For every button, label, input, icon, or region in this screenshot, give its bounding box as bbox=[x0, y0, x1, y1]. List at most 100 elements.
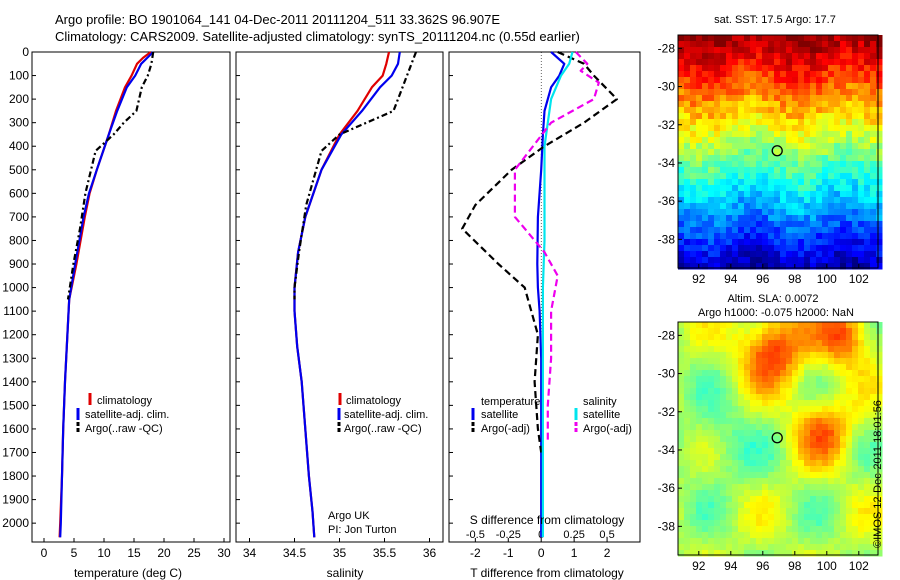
map-cell bbox=[744, 376, 751, 383]
map-cell bbox=[756, 400, 763, 407]
map-cell bbox=[816, 406, 823, 413]
map-cell bbox=[678, 496, 685, 503]
map-cell bbox=[834, 161, 841, 168]
map-cell bbox=[864, 484, 871, 491]
map-cell bbox=[828, 209, 835, 216]
map-cell bbox=[774, 35, 781, 42]
map-cell bbox=[858, 47, 865, 54]
map-cell bbox=[690, 472, 697, 479]
map-cell bbox=[684, 328, 691, 335]
map-cell bbox=[834, 71, 841, 78]
map-cell bbox=[840, 101, 847, 108]
map-cell bbox=[720, 107, 727, 114]
map-cell bbox=[858, 257, 865, 264]
map-cell bbox=[690, 550, 697, 557]
map-cell bbox=[876, 448, 883, 455]
map-cell bbox=[720, 47, 727, 54]
map-cell bbox=[810, 131, 817, 138]
map-cell bbox=[714, 526, 721, 533]
map-cell bbox=[870, 203, 877, 210]
map-cell bbox=[762, 41, 769, 48]
map-cell bbox=[702, 370, 709, 377]
map-cell bbox=[804, 466, 811, 473]
map-cell bbox=[678, 334, 685, 341]
map-cell bbox=[858, 35, 865, 42]
map-cell bbox=[792, 400, 799, 407]
map-cell bbox=[696, 161, 703, 168]
map-cell bbox=[750, 478, 757, 485]
x-tick-label: 20 bbox=[157, 546, 171, 560]
map-cell bbox=[696, 412, 703, 419]
map-cell bbox=[804, 388, 811, 395]
map-cell bbox=[858, 113, 865, 120]
map-cell bbox=[756, 107, 763, 114]
map-cell bbox=[792, 388, 799, 395]
map-cell bbox=[690, 107, 697, 114]
map-cell bbox=[684, 442, 691, 449]
map-cell bbox=[816, 448, 823, 455]
map-cell bbox=[816, 59, 823, 66]
map-cell bbox=[834, 472, 841, 479]
map-cell bbox=[678, 167, 685, 174]
map-cell bbox=[708, 430, 715, 437]
map-cell bbox=[858, 340, 865, 347]
map-cell bbox=[852, 358, 859, 365]
map-cell bbox=[714, 334, 721, 341]
map-cell bbox=[702, 328, 709, 335]
map-cell bbox=[744, 41, 751, 48]
map-cell bbox=[678, 35, 685, 42]
map-cell bbox=[822, 155, 829, 162]
map-cell bbox=[684, 526, 691, 533]
map-cell bbox=[828, 490, 835, 497]
map-cell bbox=[834, 364, 841, 371]
map-cell bbox=[678, 376, 685, 383]
map-cell bbox=[768, 53, 775, 60]
map-cell bbox=[864, 65, 871, 72]
map-cell bbox=[852, 550, 859, 557]
map-cell bbox=[714, 167, 721, 174]
map-cell bbox=[768, 83, 775, 90]
map-cell bbox=[684, 251, 691, 258]
map-cell bbox=[798, 322, 805, 329]
map-cell bbox=[720, 544, 727, 551]
map-cell bbox=[846, 203, 853, 210]
map-cell bbox=[738, 203, 745, 210]
map-cell bbox=[726, 520, 733, 527]
map-cell bbox=[714, 35, 721, 42]
map-cell bbox=[726, 191, 733, 198]
map-cell bbox=[738, 65, 745, 72]
map-cell bbox=[792, 454, 799, 461]
map-cell bbox=[834, 508, 841, 515]
map-cell bbox=[834, 544, 841, 551]
map-cell bbox=[762, 143, 769, 150]
map-cell bbox=[870, 520, 877, 527]
map-cell bbox=[792, 173, 799, 180]
map-cell bbox=[840, 47, 847, 54]
map-cell bbox=[756, 179, 763, 186]
map-cell bbox=[834, 59, 841, 66]
map-cell bbox=[786, 221, 793, 228]
map-cell bbox=[810, 490, 817, 497]
map-cell bbox=[744, 358, 751, 365]
map-cell bbox=[792, 179, 799, 186]
map-cell bbox=[780, 514, 787, 521]
map-cell bbox=[768, 328, 775, 335]
map-cell bbox=[714, 472, 721, 479]
map-cell bbox=[858, 448, 865, 455]
map-cell bbox=[816, 119, 823, 126]
map-cell bbox=[858, 454, 865, 461]
map-cell bbox=[840, 59, 847, 66]
map-cell bbox=[690, 113, 697, 120]
map-cell bbox=[870, 107, 877, 114]
map-cell bbox=[834, 257, 841, 264]
legend-label-s-satellite: satellite bbox=[583, 409, 620, 421]
map-cell bbox=[732, 167, 739, 174]
map-cell bbox=[768, 442, 775, 449]
map-cell bbox=[786, 394, 793, 401]
map-cell bbox=[864, 442, 871, 449]
map-cell bbox=[816, 245, 823, 252]
map-cell bbox=[744, 520, 751, 527]
map-cell bbox=[720, 215, 727, 222]
map-cell bbox=[726, 382, 733, 389]
map-cell bbox=[762, 460, 769, 467]
